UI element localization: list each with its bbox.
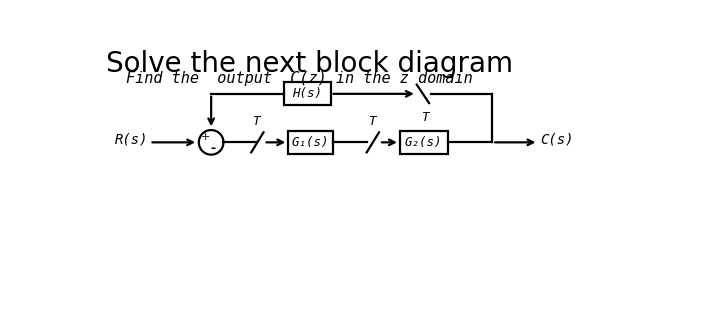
Text: T: T <box>420 111 428 124</box>
Text: H(s): H(s) <box>292 87 323 100</box>
Text: T: T <box>252 116 260 129</box>
Text: Find the  output  C(z) in the z domain: Find the output C(z) in the z domain <box>127 71 473 86</box>
Text: Solve the next block diagram: Solve the next block diagram <box>106 50 513 78</box>
Text: C(s): C(s) <box>540 132 573 146</box>
Text: T: T <box>368 116 375 129</box>
Text: R(s): R(s) <box>115 132 148 146</box>
Text: -: - <box>210 142 215 155</box>
Bar <box>284 82 330 105</box>
Text: G₁(s): G₁(s) <box>292 136 329 149</box>
Bar <box>288 131 333 154</box>
Bar <box>400 131 448 154</box>
Text: G₂(s): G₂(s) <box>405 136 442 149</box>
Text: +: + <box>200 132 210 142</box>
